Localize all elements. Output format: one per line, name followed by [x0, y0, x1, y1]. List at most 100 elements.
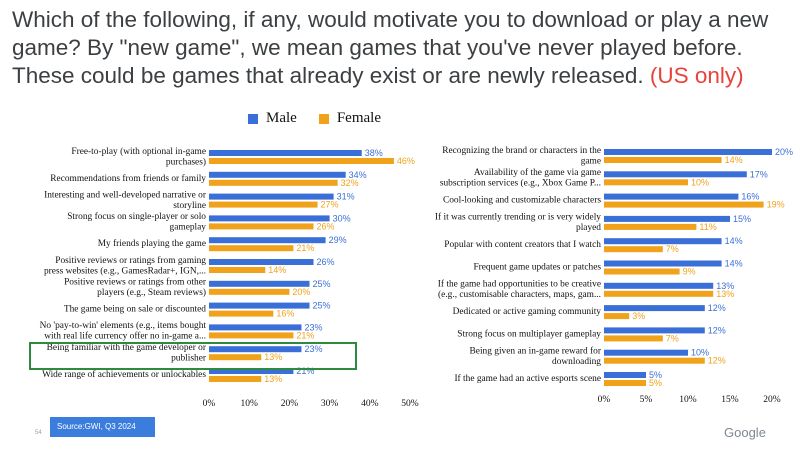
chart-right-bar-male — [604, 372, 646, 378]
chart-right-value-label: 13% — [716, 289, 734, 299]
chart-left-category-label: Wide range of achievements or unlockable… — [42, 369, 206, 380]
chart-right-value-label: 13% — [716, 281, 734, 291]
chart-left-value-label: 26% — [317, 257, 335, 267]
chart-right-bar-female — [604, 223, 697, 230]
chart-left-value-label: 23% — [304, 344, 322, 354]
chart-right-category-label: If it was currently trending or is very … — [435, 212, 601, 223]
chart-left-bar-female — [209, 201, 318, 208]
chart-left-value-label: 14% — [268, 265, 286, 275]
chart-left-value-label: 21% — [296, 243, 314, 253]
chart-right-value-label: 9% — [683, 267, 696, 277]
headline-text: Which of the following, if any, would mo… — [12, 7, 769, 88]
chart-right-category-label: Frequent game updates or patches — [473, 263, 601, 273]
chart-left-category-label: gameplay — [170, 223, 207, 233]
chart-left-tick-label: 20% — [281, 399, 299, 409]
chart-right-bar-male — [604, 305, 705, 312]
chart-left-bar-female — [209, 158, 394, 164]
chart-right-tick-label: 0% — [598, 395, 611, 405]
chart-right-bar-female — [604, 268, 680, 275]
chart-left-bar-female — [209, 179, 338, 186]
chart-right-value-label: 12% — [708, 356, 726, 366]
chart-left-category-label: Interesting and well-developed narrative… — [44, 190, 207, 200]
chart-right-bar-female — [604, 179, 688, 186]
chart-right-tick-label: 15% — [721, 395, 739, 405]
chart-right-bar-female — [604, 201, 764, 208]
chart-right-bar-female — [604, 357, 705, 364]
chart-left-bar-male — [209, 237, 326, 244]
chart-left-value-label: 32% — [341, 178, 359, 188]
legend-female: Female — [318, 110, 381, 127]
chart-right-value-label: 12% — [708, 325, 726, 335]
chart-right-category-label: subscription services (e.g., Xbox Game P… — [440, 178, 601, 189]
legend-female-label: Female — [336, 110, 381, 126]
chart-right-bar-male — [604, 349, 688, 356]
chart-left-value-label: 25% — [313, 279, 331, 289]
chart-right-category-label: (e.g., customisable characters, maps, ga… — [438, 289, 601, 300]
chart-left-tick-label: 40% — [361, 399, 379, 409]
chart-left-value-label: 13% — [264, 374, 282, 384]
chart-right-bar-female — [604, 290, 714, 297]
chart-left-value-label: 26% — [317, 221, 335, 231]
chart-right-bar-male — [604, 238, 722, 245]
chart-right-bar-female — [604, 380, 646, 386]
chart-right-category-label: Popular with content creators that I wat… — [444, 240, 601, 250]
chart-left-bar-male — [209, 280, 310, 287]
chart-left-category-label: Free-to-play (with optional in-game — [71, 146, 206, 157]
chart-left-category-label: purchases) — [166, 156, 206, 167]
page-number: 54 — [35, 430, 42, 436]
headline-region-tag: (US only) — [649, 63, 744, 88]
legend-male: Male — [248, 110, 297, 127]
chart-left-bar-male — [209, 346, 302, 353]
chart-left-value-label: 21% — [296, 330, 314, 340]
chart-left-value-label: 34% — [349, 170, 367, 180]
chart-right-tick-label: 5% — [640, 395, 653, 405]
chart-left-category-label: No 'pay-to-win' elements (e.g., items bo… — [40, 320, 207, 331]
chart-right-bar-male — [604, 193, 739, 200]
chart-right-category-label: Dedicated or active gaming community — [453, 307, 602, 317]
chart-right-value-label: 7% — [666, 244, 679, 254]
chart-left-bar-male — [209, 259, 314, 265]
chart-left-tick-label: 30% — [321, 399, 339, 409]
chart-left-bar-female — [209, 376, 262, 382]
google-logo: Google — [724, 425, 766, 440]
chart-left-value-label: 29% — [329, 235, 347, 245]
legend: Male Female — [248, 110, 403, 127]
chart-right-category-label: Cool-looking and customizable characters — [443, 196, 601, 206]
chart-right-category-label: If the game had opportunities to be crea… — [438, 279, 601, 290]
chart-left-bar-female — [209, 288, 290, 295]
chart-left-bar-male — [209, 150, 362, 156]
chart-left-category-label: Strong focus on single-player or solo — [67, 211, 206, 222]
chart-right-category-label: If the game had an active esports scene — [454, 373, 601, 384]
chart-left-value-label: 46% — [397, 156, 415, 166]
chart-left-value-label: 20% — [292, 287, 310, 297]
chart-left-category-label: The game being on sale or discounted — [64, 305, 206, 315]
chart-right-value-label: 10% — [691, 348, 709, 358]
chart-left-bar-male — [209, 193, 334, 200]
chart-right-category-label: downloading — [552, 357, 601, 367]
chart-right-category-label: game — [581, 156, 601, 166]
chart-right-bar-male — [604, 260, 722, 267]
chart-right-category-label: Being given an in-game reward for — [470, 345, 602, 356]
chart-left-bar-female — [209, 332, 294, 339]
chart-right-value-label: 5% — [649, 370, 662, 380]
chart-right-bar-male — [604, 282, 714, 289]
chart-left-tick-label: 50% — [401, 399, 419, 409]
chart-left-value-label: 21% — [296, 366, 314, 376]
chart-right-value-label: 16% — [741, 192, 759, 202]
chart-left-category-label: publisher — [171, 353, 207, 363]
chart-right-value-label: 7% — [666, 333, 679, 343]
chart-left-bar-female — [209, 354, 262, 361]
chart-left-tick-label: 10% — [240, 399, 258, 409]
chart-left-value-label: 16% — [276, 309, 294, 319]
chart-right-value-label: 14% — [725, 236, 743, 246]
legend-male-label: Male — [266, 110, 297, 126]
chart-left-category-label: My friends playing the game — [98, 238, 206, 249]
legend-male-swatch — [248, 113, 258, 124]
source-note: Source:GWI, Q3 2024 — [50, 417, 155, 437]
chart-right-value-label: 14% — [725, 259, 743, 269]
chart-right-value-label: 14% — [725, 155, 743, 165]
chart-right-category-label: Recognizing the brand or characters in t… — [442, 146, 601, 156]
chart-left-value-label: 38% — [365, 148, 383, 158]
chart-left-value-label: 23% — [304, 322, 322, 332]
